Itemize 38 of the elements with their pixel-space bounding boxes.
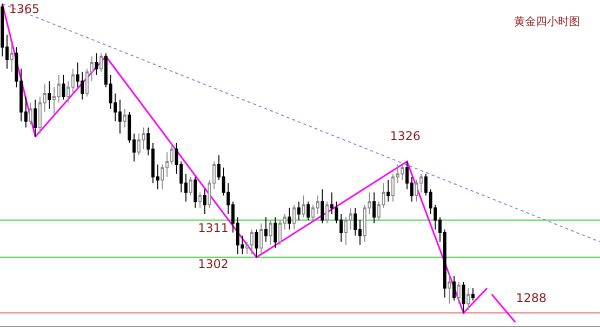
candlestick: [274, 216, 277, 248]
candlestick: [320, 188, 324, 224]
candlestick: [94, 52, 98, 76]
candlestick: [260, 222, 263, 255]
candlestick: [325, 201, 329, 224]
candlestick: [48, 80, 52, 110]
candlestick: [372, 192, 376, 224]
candlestick: [452, 275, 456, 302]
candlestick: [457, 282, 460, 304]
candlestick: [306, 201, 310, 221]
candlestick: [386, 180, 390, 202]
annotation: 1326: [390, 129, 421, 143]
annotation: 1311: [198, 221, 229, 235]
candlestick: [302, 194, 306, 218]
candlestick: [100, 52, 103, 72]
candlestick: [466, 288, 470, 310]
candlestick: [194, 176, 197, 208]
candlestick: [123, 108, 126, 128]
candlestick: [28, 102, 32, 125]
candlestick: [254, 228, 258, 258]
candlestick: [268, 220, 272, 246]
candlestick: [62, 74, 66, 100]
candlestick: [264, 216, 268, 242]
candlestick: [297, 201, 300, 221]
annotation: 1288: [516, 291, 547, 305]
candlestick: [10, 44, 14, 72]
candlestick: [198, 192, 202, 208]
candlestick: [462, 282, 466, 314]
candlestick: [34, 99, 37, 138]
candlestick: [292, 204, 296, 230]
candlestick: [471, 288, 475, 302]
candlestick: [448, 272, 452, 304]
candlestick: [188, 176, 192, 196]
annotation: 1302: [198, 257, 229, 271]
annotation: 1365: [9, 2, 40, 16]
candlestick: [203, 188, 206, 214]
text: 黄金四小时图: [514, 15, 580, 28]
candlestick: [288, 207, 292, 230]
